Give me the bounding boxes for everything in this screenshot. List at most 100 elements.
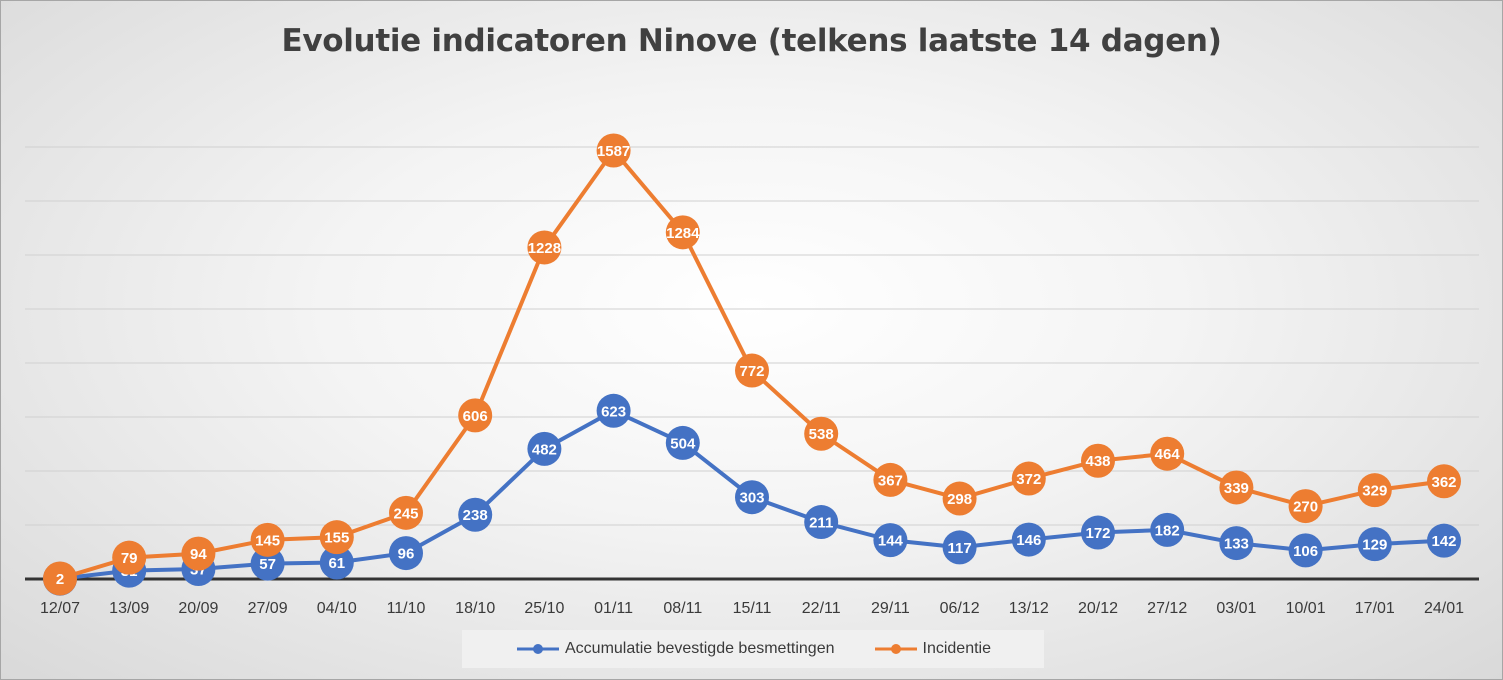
data-marker xyxy=(735,480,769,515)
x-tick-label: 20/09 xyxy=(178,600,218,617)
data-label: 623 xyxy=(601,403,626,420)
data-label: 57 xyxy=(259,556,276,573)
data-label: 1228 xyxy=(528,240,561,257)
data-point: 133 xyxy=(1219,526,1254,561)
data-label: 245 xyxy=(393,505,418,522)
data-label: 211 xyxy=(809,515,833,532)
x-tick-label: 04/10 xyxy=(317,600,357,617)
data-label: 238 xyxy=(463,507,488,524)
data-point: 142 xyxy=(1427,523,1461,558)
data-marker xyxy=(873,523,908,558)
data-label: 339 xyxy=(1224,480,1249,497)
data-marker xyxy=(1427,523,1461,558)
data-point: 117 xyxy=(942,530,977,565)
x-tick-label: 03/01 xyxy=(1216,600,1256,617)
data-point: 146 xyxy=(1011,522,1046,557)
data-label: 772 xyxy=(739,363,764,380)
data-label: 155 xyxy=(324,530,349,547)
data-point: 504 xyxy=(665,425,700,460)
x-tick-label: 27/09 xyxy=(248,600,288,617)
data-label: 298 xyxy=(947,491,972,508)
data-marker xyxy=(319,545,354,580)
x-tick-label: 18/10 xyxy=(455,600,495,617)
data-marker xyxy=(1011,522,1046,557)
data-point: 329 xyxy=(1357,473,1392,508)
data-label: 133 xyxy=(1224,536,1249,553)
data-marker xyxy=(665,215,700,250)
data-label: 172 xyxy=(1085,525,1110,542)
data-label: 145 xyxy=(255,532,280,549)
data-marker xyxy=(804,416,839,451)
data-point: 238 xyxy=(458,497,493,532)
data-marker xyxy=(181,536,216,571)
data-marker xyxy=(665,425,700,460)
data-label: 538 xyxy=(809,426,834,443)
data-marker xyxy=(112,540,147,575)
legend: Accumulatie bevestigde besmettingen Incid… xyxy=(462,630,1044,668)
data-label: 117 xyxy=(947,540,971,557)
data-label: 2 xyxy=(56,571,64,588)
data-marker xyxy=(250,522,285,557)
data-label: 1587 xyxy=(597,143,630,160)
x-tick-label: 20/12 xyxy=(1078,600,1118,617)
legend-label: Accumulatie bevestigde besmettingen xyxy=(565,640,835,657)
data-label: 79 xyxy=(121,550,138,567)
data-label: 464 xyxy=(1155,446,1181,463)
data-point: 270 xyxy=(1288,489,1323,524)
data-label: 1284 xyxy=(666,225,700,242)
data-marker xyxy=(804,505,839,540)
data-marker xyxy=(250,546,285,581)
data-label: 606 xyxy=(463,408,488,425)
x-tick-label: 29/11 xyxy=(871,600,910,617)
data-marker xyxy=(1427,464,1461,499)
data-marker xyxy=(1288,489,1323,524)
data-marker xyxy=(458,497,493,532)
data-marker xyxy=(1219,470,1254,505)
data-marker xyxy=(458,398,493,433)
legend-item: Incidentie xyxy=(873,640,992,658)
data-label: 303 xyxy=(739,490,764,507)
data-point: 211 xyxy=(804,505,839,540)
data-point: 94 xyxy=(181,536,216,571)
x-tick-label: 10/01 xyxy=(1286,600,1326,617)
data-marker xyxy=(1150,512,1185,547)
x-tick-label: 11/10 xyxy=(387,600,426,617)
data-point: 482 xyxy=(527,431,562,466)
x-tick-label: 12/07 xyxy=(40,600,80,617)
data-label: 438 xyxy=(1085,453,1110,470)
data-point: 538 xyxy=(804,416,839,451)
data-label: 329 xyxy=(1362,483,1387,500)
data-marker xyxy=(527,431,562,466)
data-marker xyxy=(1357,527,1392,562)
data-point: 303 xyxy=(735,480,769,515)
data-marker xyxy=(873,462,908,497)
data-marker xyxy=(596,393,631,428)
data-marker xyxy=(942,481,977,516)
data-marker xyxy=(1081,443,1115,478)
data-label: 142 xyxy=(1431,533,1456,550)
legend-label: Incidentie xyxy=(922,640,992,657)
x-tick-label: 08/11 xyxy=(663,600,702,617)
data-marker xyxy=(527,230,562,265)
data-marker xyxy=(1081,515,1115,550)
data-marker xyxy=(1011,461,1046,496)
x-tick-label: 17/01 xyxy=(1355,600,1395,617)
data-point: 245 xyxy=(389,495,423,530)
data-point: 57 xyxy=(250,546,285,581)
data-point: 1284 xyxy=(665,215,700,250)
data-marker xyxy=(735,353,769,388)
data-label: 372 xyxy=(1016,471,1041,488)
x-tick-label: 06/12 xyxy=(940,600,980,617)
data-label: 96 xyxy=(398,546,415,563)
data-label: 61 xyxy=(328,555,345,572)
data-point: 96 xyxy=(389,536,423,571)
data-point: 182 xyxy=(1150,512,1185,547)
legend-item: Accumulatie bevestigde besmettingen xyxy=(515,640,835,658)
data-label: 482 xyxy=(532,441,557,458)
data-label: 129 xyxy=(1362,537,1387,554)
data-point: 2 xyxy=(43,561,77,596)
data-point: 61 xyxy=(319,545,354,580)
x-tick-label: 27/12 xyxy=(1147,600,1187,617)
data-point: 79 xyxy=(112,540,147,575)
